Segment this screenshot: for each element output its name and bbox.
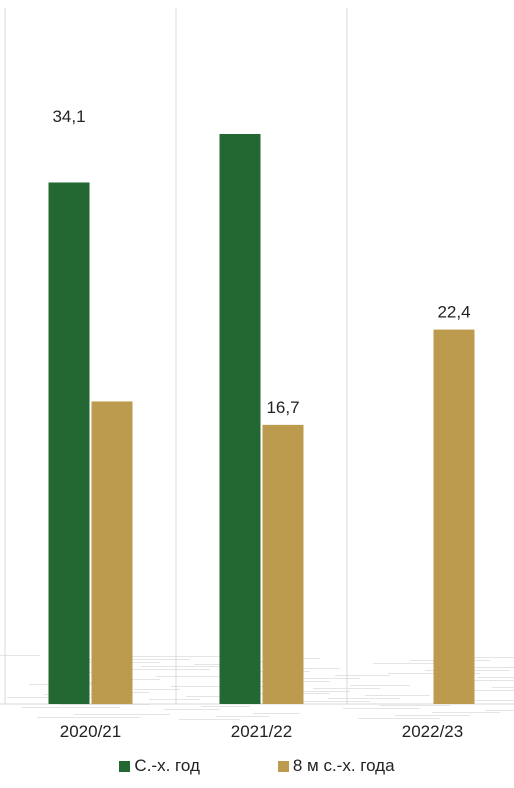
texture-stroke: [462, 667, 514, 668]
texture-stroke: [373, 663, 460, 664]
data-label: 34,1: [52, 107, 85, 126]
texture-stroke: [156, 676, 260, 677]
texture-stroke: [432, 712, 500, 713]
bar-season-2021-22: [219, 134, 261, 704]
legend: С.-х. год 8 м с.-х. года: [0, 756, 514, 776]
texture-stroke: [22, 707, 120, 708]
texture-stroke: [164, 709, 220, 710]
legend-swatch: [277, 760, 289, 772]
texture-stroke: [470, 700, 514, 701]
texture-stroke: [485, 710, 514, 711]
legend-label: 8 м с.-х. года: [292, 756, 395, 775]
texture-stroke: [253, 713, 300, 714]
data-labels: 34,1 16,7 22,4: [52, 107, 470, 417]
texture-stroke: [0, 655, 40, 656]
legend-item: С.-х. год: [119, 756, 200, 776]
texture-stroke: [179, 719, 240, 720]
texture-stroke: [440, 680, 514, 681]
texture-stroke: [104, 669, 210, 670]
texture-stroke: [134, 689, 180, 690]
texture-stroke: [492, 687, 514, 688]
x-axis-tick-labels: 2020/21 2021/22 2022/23: [60, 722, 463, 741]
bar-season-2020-21: [48, 182, 90, 704]
legend-swatch: [119, 760, 131, 772]
texture-stroke: [74, 714, 170, 715]
texture-stroke: [477, 677, 514, 678]
data-label: 22,4: [437, 303, 470, 322]
legend-label: С.-х. год: [134, 756, 200, 775]
texture-stroke: [365, 695, 430, 696]
texture-stroke: [119, 679, 160, 680]
texture-stroke: [186, 696, 230, 697]
bar-eight-months-2020-21: [91, 401, 133, 704]
texture-stroke: [328, 698, 400, 699]
texture-stroke: [37, 717, 140, 718]
texture-stroke: [395, 715, 470, 716]
x-tick-label: 2020/21: [60, 722, 121, 741]
x-tick-label: 2021/22: [231, 722, 292, 741]
texture-stroke: [380, 705, 450, 706]
texture-stroke: [276, 691, 350, 692]
texture-stroke: [350, 685, 410, 686]
texture-stroke: [149, 699, 200, 700]
texture-stroke: [141, 666, 240, 667]
texture-stroke: [343, 708, 420, 709]
texture-stroke: [89, 659, 190, 660]
texture-stroke: [335, 675, 390, 676]
data-label: 16,7: [266, 398, 299, 417]
texture-stroke: [291, 701, 370, 702]
texture-stroke: [201, 706, 250, 707]
bars: [48, 134, 475, 704]
texture-stroke: [216, 716, 270, 717]
legend-item: 8 м с.-х. года: [277, 756, 395, 776]
texture-stroke: [298, 678, 360, 679]
texture-stroke: [283, 668, 340, 669]
bar-eight-months-2021-22: [262, 424, 304, 704]
texture-stroke: [358, 718, 440, 719]
texture-stroke: [455, 690, 514, 691]
x-tick-label: 2022/23: [402, 722, 463, 741]
texture-stroke: [447, 657, 514, 658]
bar-eight-months-2022-23: [433, 329, 475, 704]
texture-stroke: [126, 656, 220, 657]
